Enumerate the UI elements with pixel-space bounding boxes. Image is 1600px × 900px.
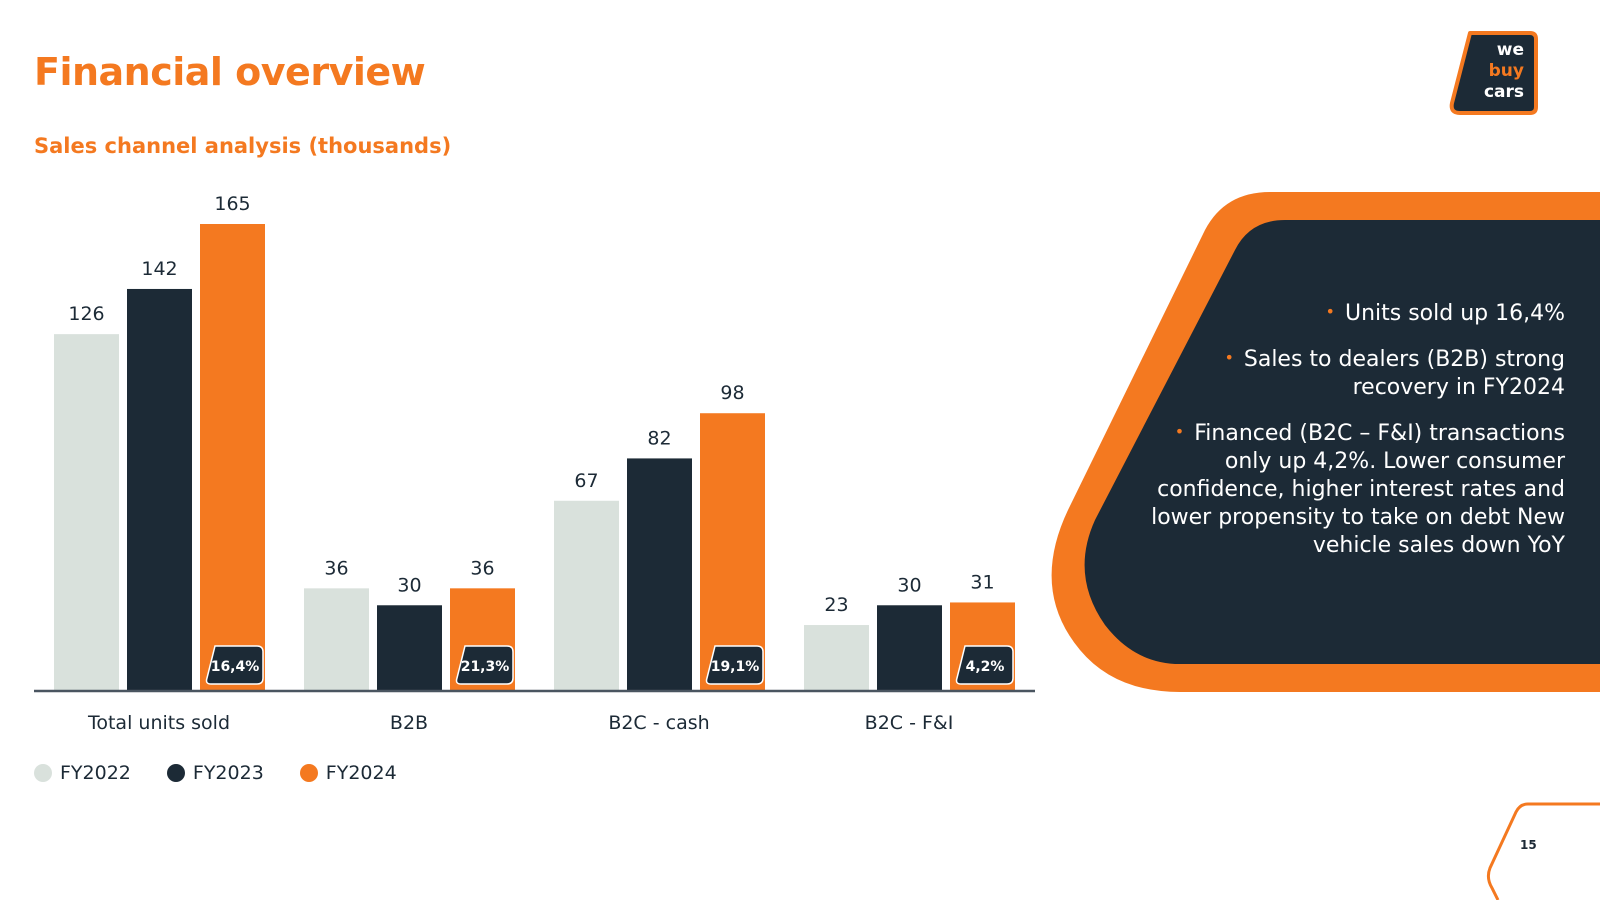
data-label: 98 — [720, 382, 744, 404]
bullet-text: Sales to dealers (B2B) strong recovery i… — [1243, 347, 1565, 400]
logo-text-we: we — [1497, 40, 1524, 60]
bullet-item: • Financed (B2C – F&I) transactions only … — [1151, 421, 1565, 558]
chart-title: Sales channel analysis (thousands) — [34, 134, 452, 158]
bar-fy2022 — [54, 334, 119, 690]
data-label: 31 — [970, 571, 994, 593]
data-label: 67 — [574, 470, 598, 492]
category-label: B2C - cash — [608, 712, 709, 734]
bar-fy2023 — [377, 605, 442, 690]
bar-fy2024 — [200, 224, 265, 690]
bar-fy2022 — [554, 500, 619, 690]
legend-swatch — [299, 764, 318, 782]
legend-swatch — [166, 764, 185, 782]
growth-label: 19,1% — [711, 659, 760, 675]
bar-fy2022 — [804, 625, 869, 690]
data-label: 126 — [68, 303, 104, 325]
data-label: 82 — [647, 427, 671, 449]
commentary-bullets: • Units sold up 16,4% • Sales to dealers (… — [1145, 298, 1565, 576]
bullet-item: • Units sold up 16,4% — [1325, 301, 1565, 326]
category-label: B2C - F&I — [865, 712, 954, 734]
bullet-text: Units sold up 16,4% — [1344, 301, 1565, 326]
bar-fy2022 — [304, 588, 369, 690]
growth-badge — [455, 645, 514, 685]
page-number: 15 — [1520, 838, 1537, 852]
bullet-item: • Sales to dealers (B2B) strong recovery … — [1224, 347, 1565, 400]
legend-label: FY2024 — [325, 762, 397, 784]
category-label: B2B — [390, 712, 428, 734]
bar-fy2024 — [700, 413, 765, 690]
category-label: Total units sold — [87, 712, 230, 734]
data-label: 36 — [470, 557, 494, 579]
logo-text-buy: buy — [1489, 61, 1524, 81]
webuycars-logo: we buy cars — [1449, 31, 1538, 115]
legend-item-fy2022: FY2022 — [34, 762, 131, 784]
growth-badge — [205, 645, 264, 685]
growth-label: 4,2% — [966, 659, 1005, 675]
bullet-text: Financed (B2C – F&I) transactions only u… — [1151, 421, 1565, 558]
growth-badge — [955, 645, 1014, 685]
growth-badge — [705, 645, 764, 685]
bar-fy2023 — [627, 458, 692, 690]
bar-fy2023 — [877, 605, 942, 690]
legend: FY2022 FY2023 FY2024 — [34, 762, 397, 784]
data-label: 36 — [324, 557, 348, 579]
growth-label: 16,4% — [211, 659, 260, 675]
legend-item-fy2023: FY2023 — [166, 762, 264, 784]
legend-item-fy2024: FY2024 — [299, 762, 397, 784]
data-label: 30 — [897, 574, 921, 596]
legend-swatch — [34, 764, 52, 782]
page-title: Financial overview — [34, 50, 426, 94]
data-label: 165 — [214, 193, 250, 215]
page-number-frame — [1486, 802, 1600, 900]
bar-fy2023 — [127, 288, 192, 690]
legend-label: FY2023 — [192, 762, 264, 784]
data-label: 142 — [141, 258, 177, 280]
logo-text-cars: cars — [1484, 82, 1524, 102]
data-label: 30 — [397, 574, 421, 596]
bar-chart: 126 142 165 16,4% Total units sold 36 30 36 21,3… — [34, 193, 1035, 734]
legend-label: FY2022 — [60, 762, 131, 784]
growth-label: 21,3% — [461, 659, 510, 675]
data-label: 23 — [824, 594, 848, 616]
